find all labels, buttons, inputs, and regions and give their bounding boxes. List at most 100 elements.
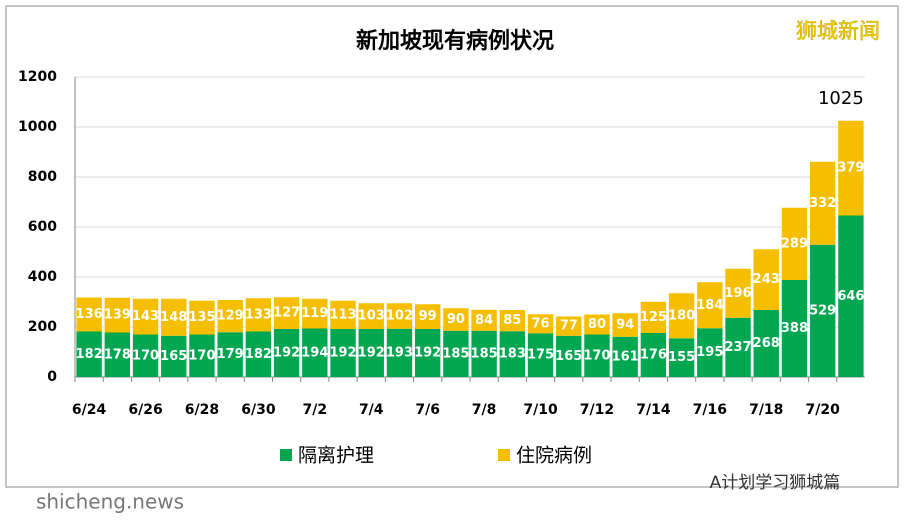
value-label: 85 <box>503 313 521 328</box>
value-label: 113 <box>329 307 356 322</box>
bar-segment <box>668 293 695 339</box>
bar-segment <box>161 335 187 377</box>
bar-segment <box>612 336 638 377</box>
bar-segment <box>302 298 328 329</box>
value-label: 332 <box>809 196 836 211</box>
value-label: 76 <box>531 316 549 331</box>
value-label: 77 <box>560 319 578 334</box>
bar-segment <box>443 308 469 331</box>
bar-segment <box>330 300 356 329</box>
value-label: 196 <box>724 286 751 301</box>
chart-title: 新加坡现有病例状况 <box>356 28 554 54</box>
x-tick-label: 7/2 <box>303 402 328 418</box>
y-tick-label: 200 <box>28 319 57 335</box>
value-label: 99 <box>419 309 437 324</box>
value-label: 135 <box>188 310 215 325</box>
x-tick-label: 7/18 <box>749 402 783 418</box>
legend-label: 住院病例 <box>516 445 592 467</box>
bar-segment <box>527 333 554 377</box>
y-tick-label: 800 <box>28 169 57 185</box>
bar-segment <box>697 328 723 377</box>
y-tick-label: 600 <box>28 219 57 235</box>
value-label: 646 <box>837 289 864 304</box>
bar-segment <box>753 310 779 377</box>
x-tick-label: 7/20 <box>806 402 841 418</box>
value-label: 193 <box>386 345 413 360</box>
bar-segment <box>725 317 751 377</box>
x-tick-label: 6/26 <box>128 402 162 418</box>
bar-segment <box>245 331 272 377</box>
value-label: 182 <box>245 347 272 362</box>
value-label: 155 <box>668 350 695 365</box>
value-label: 388 <box>781 321 808 336</box>
bar-segment <box>104 332 131 377</box>
value-label: 129 <box>217 309 244 324</box>
bar-segment <box>753 249 779 310</box>
bar-segment <box>358 303 384 329</box>
x-tick-label: 6/30 <box>241 402 276 418</box>
value-label: 148 <box>160 310 187 325</box>
value-label: 192 <box>414 346 441 361</box>
value-label: 268 <box>753 336 780 351</box>
value-label: 133 <box>245 307 272 322</box>
bar-segment <box>471 330 497 377</box>
value-label: 185 <box>471 346 498 361</box>
x-tick-label: 7/6 <box>415 402 440 418</box>
value-label: 175 <box>527 348 554 363</box>
bar-segment <box>640 333 667 377</box>
bar-segment <box>132 298 159 335</box>
frame <box>5 5 899 488</box>
value-label: 139 <box>104 308 131 323</box>
value-label: 90 <box>447 312 465 327</box>
x-tick-label: 6/28 <box>185 402 219 418</box>
bar-segment <box>245 298 272 332</box>
value-label: 170 <box>188 348 215 363</box>
bar-segment <box>556 335 582 377</box>
value-label: 161 <box>612 349 639 364</box>
bar-segment <box>781 280 808 377</box>
value-label: 195 <box>696 345 723 360</box>
bar-segment <box>302 328 328 377</box>
annotation: 1025 <box>818 88 864 109</box>
watermark: shicheng.news <box>36 490 184 514</box>
bar-segment <box>838 120 864 216</box>
bar-segment <box>584 314 610 335</box>
value-label: 119 <box>301 306 328 321</box>
bar-segment <box>809 244 836 377</box>
legend-swatch <box>280 449 292 461</box>
bar-segment <box>217 300 243 333</box>
value-label: 165 <box>555 349 582 364</box>
value-label: 192 <box>329 346 356 361</box>
bar-segment <box>443 330 469 377</box>
x-tick-label: 7/16 <box>693 402 727 418</box>
bar-segment <box>161 298 187 336</box>
bar-segment <box>189 300 215 335</box>
value-label: 84 <box>475 313 493 328</box>
bar-segment <box>499 331 526 377</box>
bar-segment <box>471 309 497 331</box>
value-label: 94 <box>616 318 634 333</box>
value-label: 170 <box>132 348 159 363</box>
value-label: 183 <box>499 347 526 362</box>
value-label: 379 <box>837 161 864 176</box>
bar-segment <box>414 304 441 329</box>
bar-segment <box>809 161 836 245</box>
value-label: 194 <box>301 345 328 360</box>
value-label: 80 <box>588 317 606 332</box>
value-label: 125 <box>640 310 667 325</box>
bar-segment <box>584 334 610 377</box>
y-tick-label: 1200 <box>18 69 57 85</box>
bar-segment <box>781 207 808 280</box>
bar-segment <box>330 329 356 377</box>
bar-segment <box>386 303 413 329</box>
bar-segment <box>527 314 554 334</box>
bar-segment <box>358 329 384 377</box>
bar-segment <box>273 329 300 377</box>
bar-segment <box>668 338 695 377</box>
y-tick-label: 0 <box>47 369 57 385</box>
value-label: 136 <box>76 307 103 322</box>
value-label: 102 <box>386 309 413 324</box>
x-tick-label: 6/24 <box>72 402 107 418</box>
value-label: 176 <box>640 348 667 363</box>
